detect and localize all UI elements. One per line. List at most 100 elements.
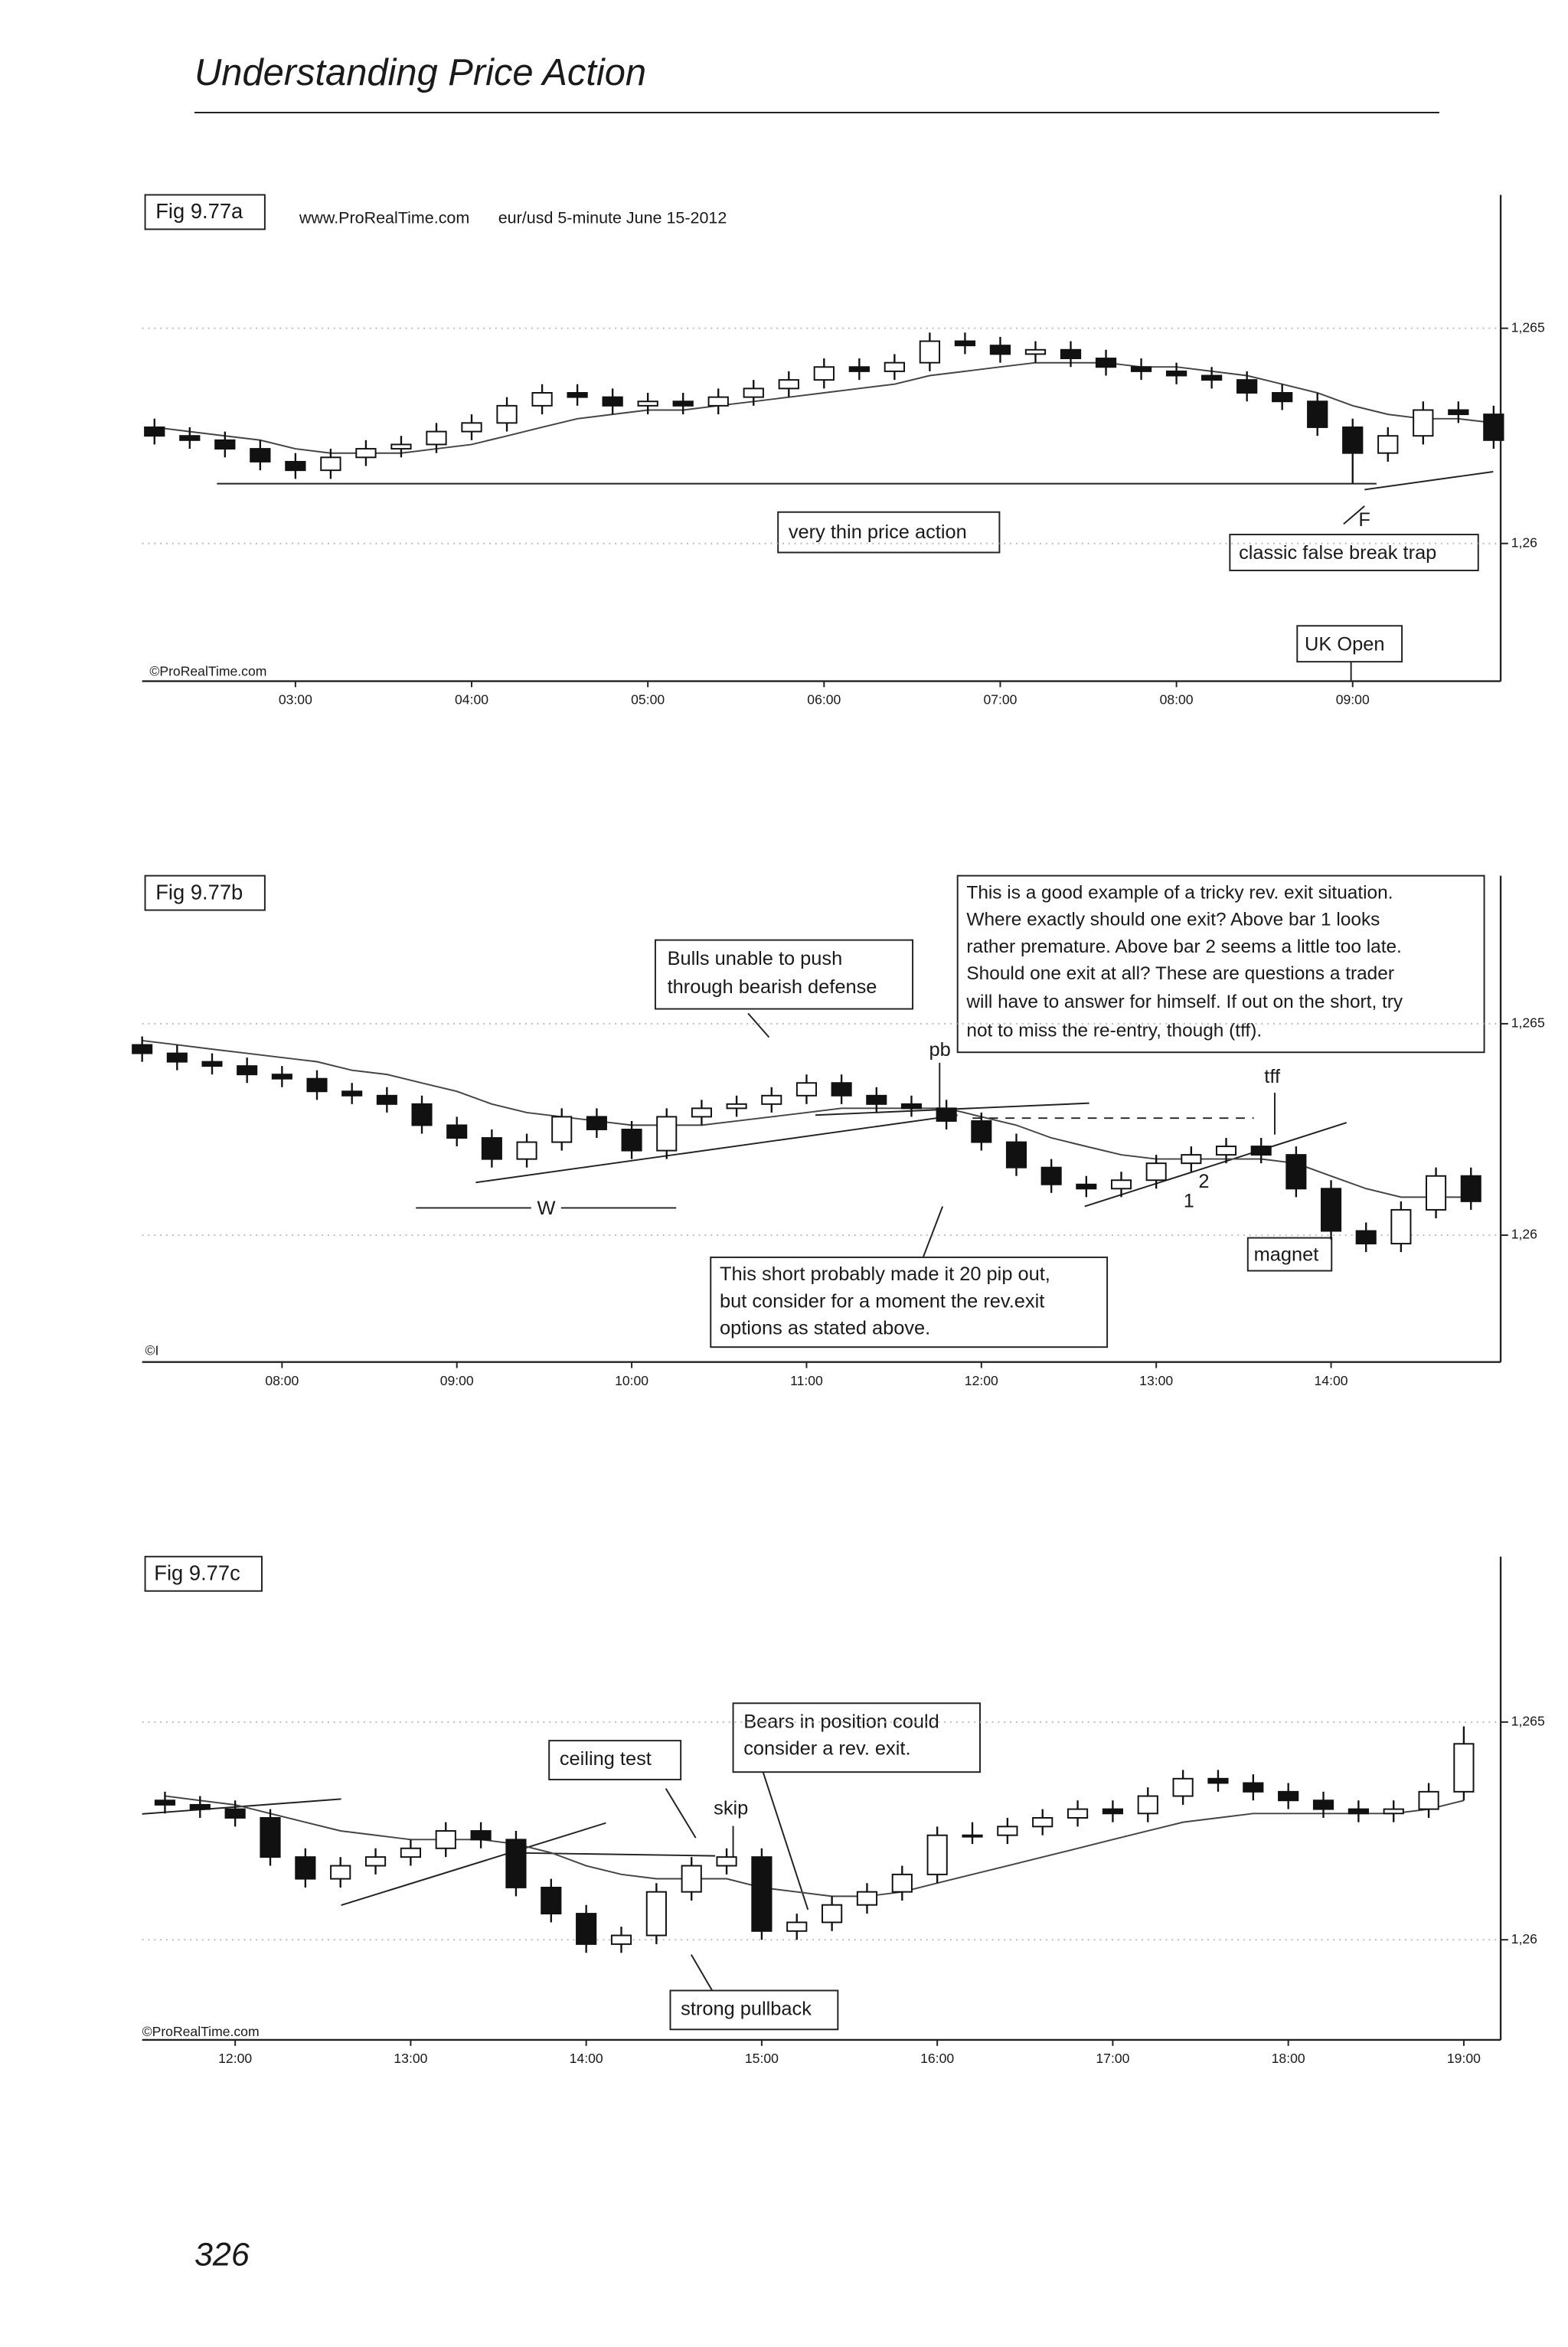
candle-body <box>1448 409 1469 416</box>
annotation: Bulls unable to push <box>668 948 843 969</box>
candle-body <box>989 345 1011 355</box>
candle-body <box>214 439 236 450</box>
trend-line <box>1364 471 1494 491</box>
candle-body <box>1278 1790 1299 1802</box>
figure-b: Fig 9.77b ©I Bulls unable to push throug… <box>144 874 1485 1358</box>
candle-body <box>1130 366 1152 372</box>
candle-body <box>1250 1146 1272 1156</box>
x-tick-label: 18:00 <box>1272 2051 1305 2066</box>
x-tick-label: 09:00 <box>1336 692 1370 708</box>
candle-body <box>189 1803 211 1810</box>
candle-body <box>1236 379 1258 394</box>
x-tick-label: 07:00 <box>983 692 1017 708</box>
candle-body <box>496 404 518 424</box>
candle-body <box>481 1137 502 1160</box>
annotation: options as stated above. <box>720 1317 930 1339</box>
y-tick-label: 1,26 <box>1511 1227 1537 1242</box>
candle-body <box>531 392 553 407</box>
candle-body <box>1181 1154 1202 1165</box>
y-tick-label: 1,26 <box>1511 534 1537 550</box>
candle-body <box>761 1094 782 1105</box>
candle-body <box>971 1120 992 1143</box>
subtitle: eur/usd 5-minute June 15-2012 <box>498 208 727 227</box>
annotation: will have to answer for himself. If out … <box>965 992 1403 1012</box>
annotation-box <box>1246 1237 1333 1272</box>
candle-body <box>786 1921 808 1932</box>
candle-body <box>1165 370 1187 377</box>
annotation-box <box>732 1702 981 1773</box>
candle-body <box>1377 435 1399 454</box>
candle-body <box>1095 358 1117 368</box>
candle-body <box>144 426 165 437</box>
annotation: but consider for a moment the rev.exit <box>720 1290 1044 1312</box>
y-tick-label: 1,265 <box>1511 319 1545 335</box>
candle-body <box>1005 1141 1027 1169</box>
candle-body <box>179 435 201 441</box>
moving-average <box>165 1795 1465 1898</box>
candle-body <box>320 456 341 472</box>
candle-body <box>1272 392 1293 403</box>
candle-body <box>1024 348 1047 355</box>
candle-body <box>260 1816 281 1858</box>
annotation-box <box>777 511 1001 554</box>
candle-body <box>602 396 623 407</box>
candle-body <box>645 1891 667 1937</box>
candle-body <box>541 1886 562 1915</box>
annotation-box <box>654 939 914 1010</box>
y-tick-label: 1,26 <box>1511 1931 1537 1947</box>
candle-body <box>1453 1743 1475 1793</box>
x-tick-label: 04:00 <box>455 692 488 708</box>
candle-body <box>470 1830 492 1841</box>
candle-body <box>884 361 905 372</box>
candle-body <box>1060 348 1082 360</box>
x-tick-label: 08:00 <box>1160 692 1194 708</box>
candle-body <box>891 1873 913 1893</box>
candle-body <box>610 1934 632 1945</box>
x-tick-label: 10:00 <box>615 1373 648 1388</box>
candle-body <box>822 1904 843 1924</box>
annotation: through bearish defense <box>668 976 877 998</box>
candle-body <box>1137 1795 1158 1815</box>
y-tick-label: 1,265 <box>1511 1015 1545 1031</box>
candle-body <box>1172 1777 1194 1797</box>
annotation: very thin price action <box>789 521 967 543</box>
candle-body <box>672 400 694 407</box>
candle-body <box>567 392 588 398</box>
watermark: ©ProRealTime.com <box>142 2024 260 2039</box>
candle-body <box>1418 1790 1439 1810</box>
figure-c: Fig 9.77c ©ProRealTime.com ceiling test … <box>142 1555 981 2039</box>
x-tick-label: 08:00 <box>265 1373 299 1388</box>
trend-line <box>341 1822 606 1907</box>
candle-body <box>237 1065 258 1076</box>
watermark: ©ProRealTime.com <box>149 663 266 678</box>
candle-body <box>166 1052 188 1063</box>
figure-label-box <box>144 194 266 230</box>
running-header: Understanding Price Action <box>194 52 646 93</box>
candle-body <box>900 1103 923 1110</box>
candle-body <box>848 366 870 372</box>
candle-body <box>1145 1162 1167 1182</box>
candle-body <box>621 1129 642 1152</box>
annotation: consider a rev. exit. <box>743 1738 910 1760</box>
candle-body <box>1460 1175 1481 1202</box>
candle-body <box>919 340 941 364</box>
candle-body <box>1200 374 1223 381</box>
candle-body <box>1413 409 1434 437</box>
arrow <box>762 1771 809 1911</box>
annotation: skip <box>714 1798 748 1819</box>
candle-body <box>1243 1782 1264 1793</box>
annotation: F <box>1358 509 1370 531</box>
candle-body <box>751 1856 773 1932</box>
candle-body <box>1383 1808 1404 1815</box>
candle-body <box>691 1107 712 1118</box>
candle-body <box>1102 1808 1123 1815</box>
candle-body <box>1321 1188 1342 1232</box>
candle-body <box>936 1107 957 1122</box>
candle-body <box>400 1847 421 1858</box>
annotation-box <box>1296 625 1403 663</box>
annotation: Where exactly should one exit? Above bar… <box>966 910 1380 930</box>
x-tick-label: 14:00 <box>1315 1373 1348 1388</box>
annotation: 1 <box>1184 1190 1194 1211</box>
x-tick-label: 05:00 <box>631 692 665 708</box>
